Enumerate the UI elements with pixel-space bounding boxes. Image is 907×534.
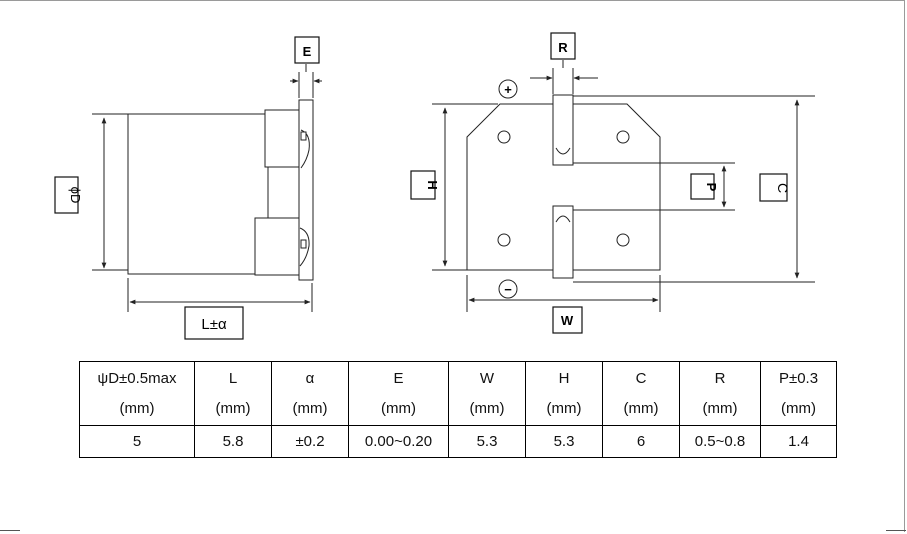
corner-mark-right (886, 530, 906, 531)
table-value-cell: 0.5~0.8 (679, 425, 761, 458)
table-value-cell: ±0.2 (271, 425, 349, 458)
label-r: R (558, 40, 568, 55)
label-l: L±α (201, 316, 227, 333)
table-value-cell: 0.00~0.20 (348, 425, 449, 458)
table-header-cell: L (mm) (194, 361, 272, 426)
table-header-cell: C (mm) (602, 361, 680, 426)
table-value-cell: 5 (79, 425, 195, 458)
table-value-cell: 6 (602, 425, 680, 458)
plus-marker (498, 79, 518, 99)
label-minus: − (504, 282, 512, 297)
table-value-row: 5 5.8 ±0.2 0.00~0.20 5.3 5.3 6 0.5~0.8 1… (79, 425, 837, 458)
table-value-cell: 5.3 (525, 425, 603, 458)
dimensions-table: ψD±0.5max (mm) L (mm) α (mm) E (mm) W (mm) H(… (79, 361, 837, 458)
label-p: P (704, 183, 719, 192)
table-header-cell: α (mm) (271, 361, 349, 426)
table-header-cell: P±0.3 (mm) (760, 361, 837, 426)
terminal-upper (552, 94, 574, 166)
table-value-cell: 5.3 (448, 425, 526, 458)
terminal-lower (552, 205, 574, 279)
seat-plate (298, 99, 314, 281)
table-value-cell: 1.4 (760, 425, 837, 458)
table-value-cell: 5.8 (194, 425, 272, 458)
label-plus: + (504, 82, 512, 97)
label-e: E (303, 44, 312, 59)
label-boxes (54, 32, 788, 340)
lead-bend-lower (299, 227, 310, 267)
label-phid: ϕD (68, 187, 83, 204)
table-header-cell: H (mm) (525, 361, 603, 426)
bottom-view (432, 60, 815, 312)
corner-mark-left (0, 530, 20, 531)
side-view (92, 64, 322, 312)
capacitor-body (127, 113, 269, 275)
table-header-cell: W (mm) (448, 361, 526, 426)
lead-lower (254, 217, 301, 276)
label-c: C (775, 183, 791, 193)
table-header-cell: E (mm) (348, 361, 449, 426)
table-header-cell: ψD±0.5max (mm) (79, 361, 195, 426)
label-h: H (425, 180, 440, 189)
dimension-drawing: E ϕD L±α R H P C W + − (54, 32, 815, 340)
lead-upper (264, 109, 302, 168)
label-w: W (561, 313, 574, 328)
table-header-cell: R (mm) (679, 361, 761, 426)
table-header-row: ψD±0.5max (mm) L (mm) α (mm) E (mm) W (mm) H(… (79, 361, 837, 426)
